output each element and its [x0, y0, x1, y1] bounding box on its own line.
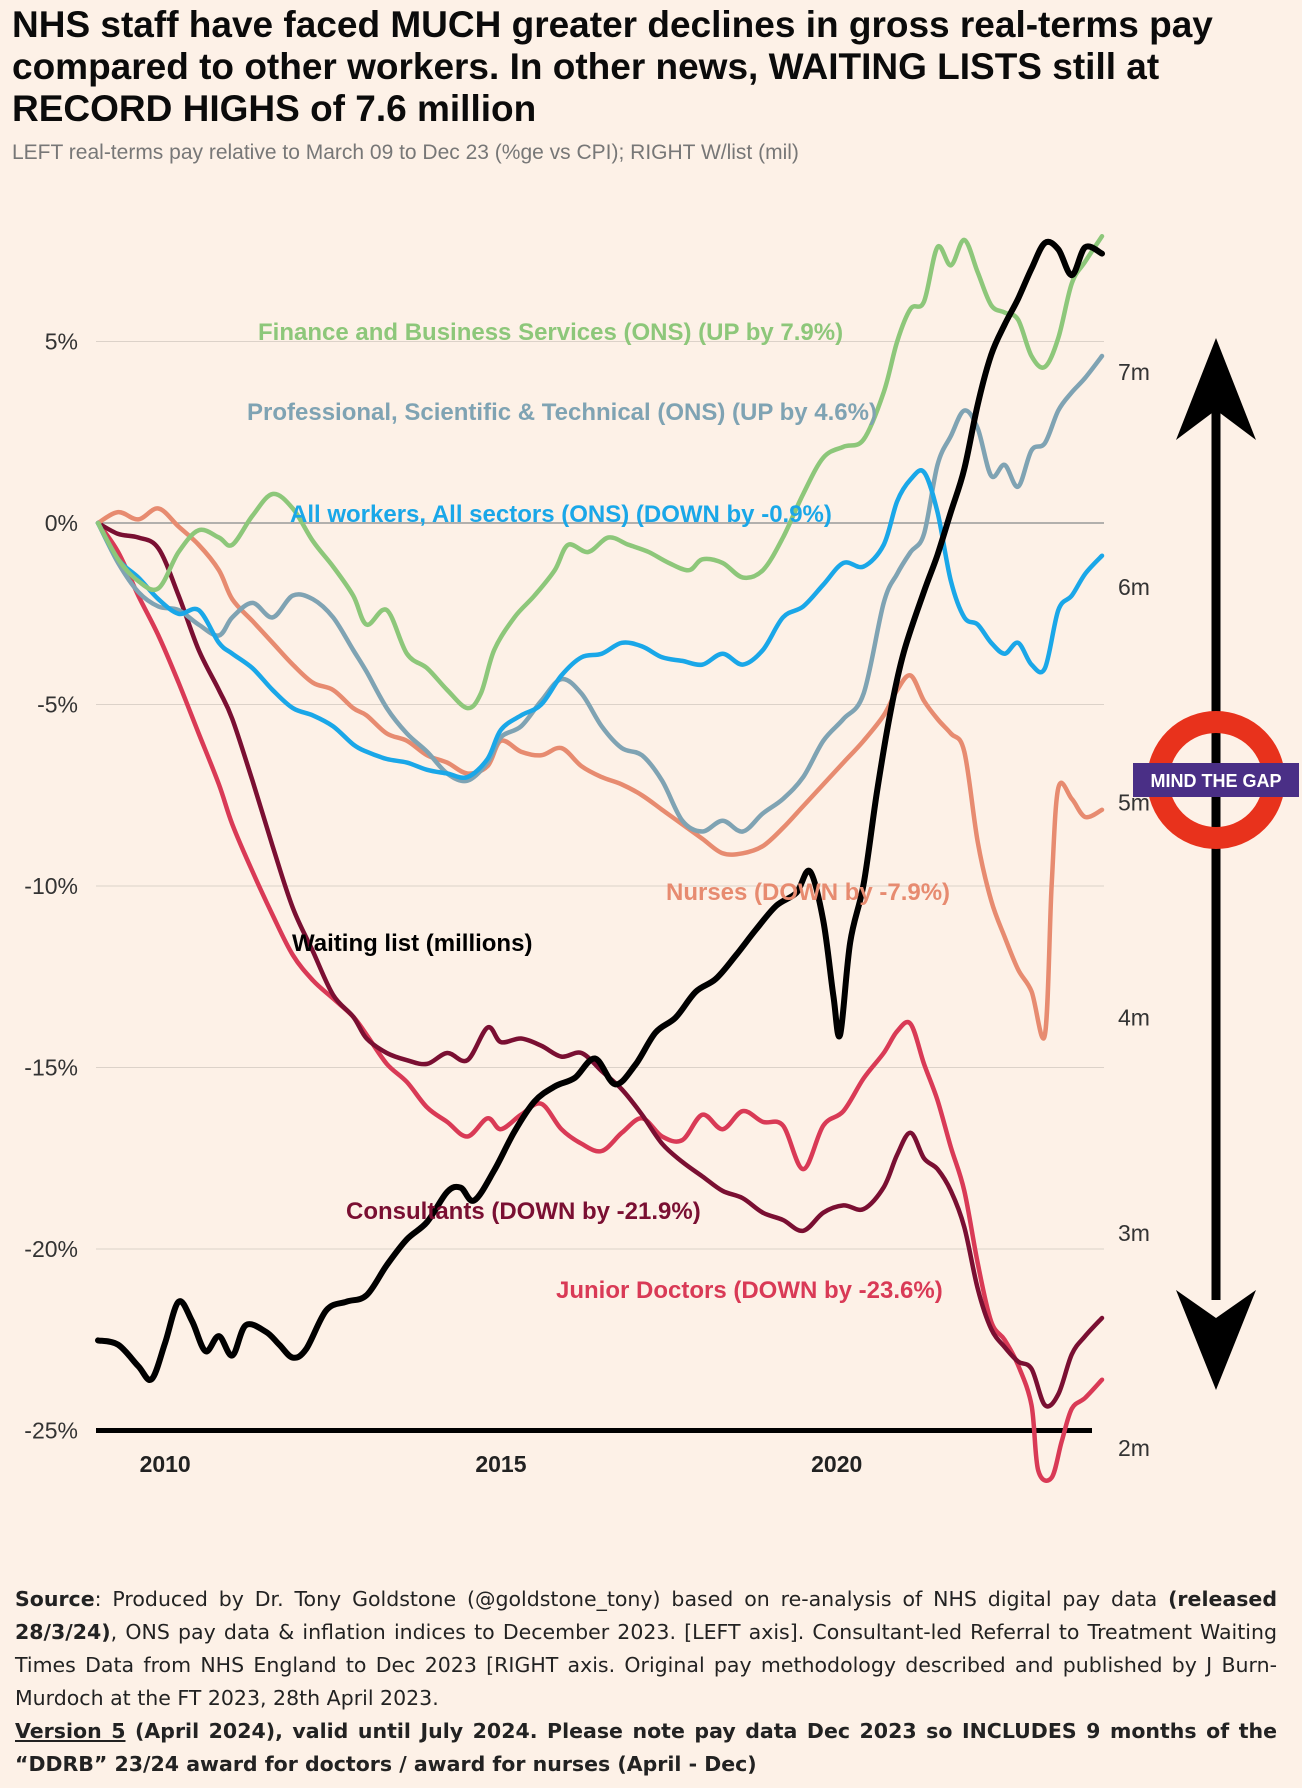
series-line-waiting: [95, 238, 1105, 1383]
gridlines: [96, 341, 1104, 1433]
x-tick-label: 2015: [475, 1451, 526, 1477]
series-label-consultants: Consultants (DOWN by -21.9%): [346, 1198, 701, 1225]
left-tick-label: -10%: [24, 873, 78, 899]
series-lines: [95, 233, 1105, 1483]
left-tick-label: -15%: [24, 1055, 78, 1081]
left-tick-label: -25%: [24, 1418, 78, 1444]
source-text-3: (April 2024), valid until July 2024. Ple…: [15, 1719, 1277, 1776]
gap-arrow-down-head: [1176, 1290, 1256, 1390]
right-tick-label: 6m: [1118, 574, 1150, 600]
gap-arrow: [1176, 338, 1256, 1390]
badge-text: MIND THE GAP: [1150, 771, 1281, 791]
series-label-finance: Finance and Business Services (ONS) (UP …: [258, 319, 843, 346]
x-tick-label: 2010: [140, 1451, 191, 1477]
right-tick-label: 7m: [1118, 359, 1150, 385]
left-axis: 5% 0% -5% -10% -15% -20% -25%: [24, 329, 78, 1444]
chart-title: NHS staff have faced MUCH greater declin…: [12, 4, 1213, 129]
series-label-all_workers: All workers, All sectors (ONS) (DOWN by …: [290, 501, 832, 528]
series-line-nurses: [95, 506, 1105, 1041]
series-label-professional: Professional, Scientific & Technical (ON…: [247, 399, 877, 426]
series-line-finance: [95, 233, 1105, 711]
x-tick-label: 2020: [811, 1451, 862, 1477]
right-tick-label: 4m: [1118, 1005, 1150, 1031]
source-text-2: , ONS pay data & inflation indices to De…: [15, 1620, 1277, 1710]
left-tick-label: 5%: [45, 329, 78, 355]
left-tick-label: 0%: [45, 510, 78, 536]
series-label-junior: Junior Doctors (DOWN by -23.6%): [556, 1277, 943, 1304]
gap-arrow-up-head: [1176, 338, 1256, 440]
source-note: Source: Produced by Dr. Tony Goldstone (…: [15, 1583, 1277, 1781]
source-text-1: : Produced by Dr. Tony Goldstone (@golds…: [94, 1587, 1169, 1611]
series-line-professional: [95, 353, 1105, 834]
series-label-waiting: Waiting list (millions): [292, 930, 532, 957]
series-labels: Finance and Business Services (ONS) (UP …: [247, 319, 950, 1304]
source-version: Version 5: [15, 1719, 126, 1743]
x-axis: 2010 2015 2020: [140, 1451, 863, 1477]
series-line-consultants: [95, 520, 1105, 1409]
left-tick-label: -20%: [24, 1236, 78, 1262]
badge-bar: [1133, 763, 1299, 797]
left-tick-label: -5%: [37, 692, 78, 718]
right-tick-label: 2m: [1118, 1435, 1150, 1461]
chart-subtitle: LEFT real-terms pay relative to March 09…: [12, 141, 799, 164]
series-line-all_workers: [95, 468, 1105, 780]
series-label-nurses: Nurses (DOWN by -7.9%): [666, 879, 950, 906]
mind-the-gap-badge: MIND THE GAP: [1133, 711, 1299, 849]
source-prefix: Source: [15, 1587, 95, 1611]
right-tick-label: 3m: [1118, 1220, 1150, 1246]
source-released: (released 28/3/24): [15, 1587, 1277, 1644]
series-line-junior: [95, 520, 1105, 1483]
